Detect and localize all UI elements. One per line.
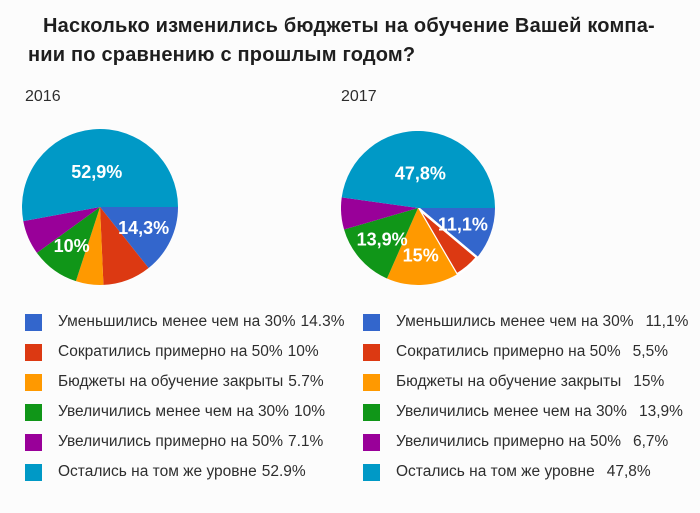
pie-slice (418, 208, 495, 258)
legend-swatch (363, 313, 380, 331)
pie-slice (100, 207, 149, 285)
legend-2017: Уменьшились менее чем на 30% 11,1% Сократи… (363, 307, 688, 487)
legend-swatch (25, 463, 42, 481)
legend-label: Сократились примерно на 50% (58, 343, 283, 360)
legend-label: Уменьшились менее чем на 30% (58, 313, 296, 330)
legend-swatch (363, 433, 380, 451)
legend-item: Сократились примерно на 50% 5,5% (363, 337, 688, 367)
legend-swatch (25, 373, 42, 391)
legend-item: Бюджеты на обучение закрыты 5.7% (25, 367, 345, 397)
pie-slice-label: 15% (403, 246, 439, 266)
pie-slice-label: 11,1% (438, 214, 488, 234)
pie-slice (21, 129, 178, 222)
legend-value: 15% (633, 373, 665, 390)
pie-svg-2017: 11,1% 15%13,9% 47,8% (340, 130, 495, 285)
legend-value: 14.3% (300, 313, 345, 330)
legend-item: Остались на том же уровне 52.9% (25, 457, 345, 487)
legend-label: Остались на том же уровне (58, 463, 257, 480)
legend-item: Уменьшились менее чем на 30% 14.3% (25, 307, 345, 337)
legend-swatch (363, 343, 380, 361)
legend-label: Увеличились менее чем на 30% (58, 403, 289, 420)
pie-slice (100, 207, 178, 269)
pie-chart-2016: 14,3% 10% 52,9% (21, 129, 178, 285)
legend-label: Увеличились менее чем на 30% (396, 403, 627, 420)
legend-label: Сократились примерно на 50% (396, 343, 621, 360)
chart-title: Насколько изменились бюджеты на обучение… (28, 12, 655, 70)
legend-item: Бюджеты на обучение закрыты 15% (363, 367, 688, 397)
year-label-2016: 2016 (25, 88, 61, 105)
title-line-1: Насколько изменились бюджеты на обучение… (43, 15, 655, 37)
year-label-2017: 2017 (341, 88, 377, 105)
legend-value: 10% (293, 403, 325, 420)
pie-slice (341, 130, 495, 208)
pie-slice (386, 208, 457, 285)
legend-swatch (363, 463, 380, 481)
legend-item: Увеличились примерно на 50% 6,7% (363, 427, 688, 457)
legend-swatch (25, 433, 42, 451)
legend-swatch (25, 403, 42, 421)
legend-item: Увеличились менее чем на 30% 13,9% (363, 397, 688, 427)
legend-item: Остались на том же уровне 47,8% (363, 457, 688, 487)
pie-slice (23, 207, 100, 253)
pie-slice-label: 13,9% (357, 230, 408, 250)
legend-label: Остались на том же уровне (396, 463, 595, 480)
legend-value: 11,1% (645, 313, 689, 330)
pie-slice (344, 208, 418, 279)
legend-value: 52.9% (261, 463, 306, 480)
pie-slice-label: 14,3% (118, 218, 169, 238)
legend-label: Увеличились примерно на 50% (396, 433, 621, 450)
pie-slice-label: 10% (54, 236, 90, 256)
pie-slice-label: 52,9% (71, 162, 122, 182)
legend-2016: Уменьшились менее чем на 30% 14.3% Сократи… (25, 307, 345, 487)
pie-slice (416, 206, 479, 276)
legend-swatch (25, 343, 42, 361)
pie-slice (75, 207, 104, 285)
legend-swatch (25, 313, 42, 331)
legend-item: Уменьшились менее чем на 30% 11,1% (363, 307, 688, 337)
legend-swatch (363, 373, 380, 391)
pie-slice (36, 207, 100, 282)
legend-value: 10% (287, 343, 319, 360)
legend-swatch (363, 403, 380, 421)
legend-value: 7.1% (287, 433, 324, 450)
legend-label: Бюджеты на обучение закрыты (396, 373, 622, 390)
pie-slice (340, 197, 418, 230)
legend-label: Увеличились примерно на 50% (58, 433, 283, 450)
legend-value: 13,9% (638, 403, 683, 420)
legend-label: Уменьшились менее чем на 30% (396, 313, 634, 330)
pie-svg-2016: 14,3% 10% 52,9% (21, 129, 178, 285)
legend-item: Сократились примерно на 50% 10% (25, 337, 345, 367)
pie-slice-label: 47,8% (395, 163, 446, 183)
legend-item: Увеличились примерно на 50% 7.1% (25, 427, 345, 457)
legend-label: Бюджеты на обучение закрыты (58, 373, 284, 390)
title-line-2: нии по сравнению с прошлым годом? (28, 44, 416, 66)
pie-chart-2017: 11,1% 15% 13,9% 47,8% (340, 130, 495, 285)
legend-item: Увеличились менее чем на 30% 10% (25, 397, 345, 427)
legend-value: 6,7% (632, 433, 669, 450)
legend-value: 47,8% (606, 463, 651, 480)
legend-value: 5.7% (288, 373, 324, 390)
legend-value: 5,5% (632, 343, 668, 360)
